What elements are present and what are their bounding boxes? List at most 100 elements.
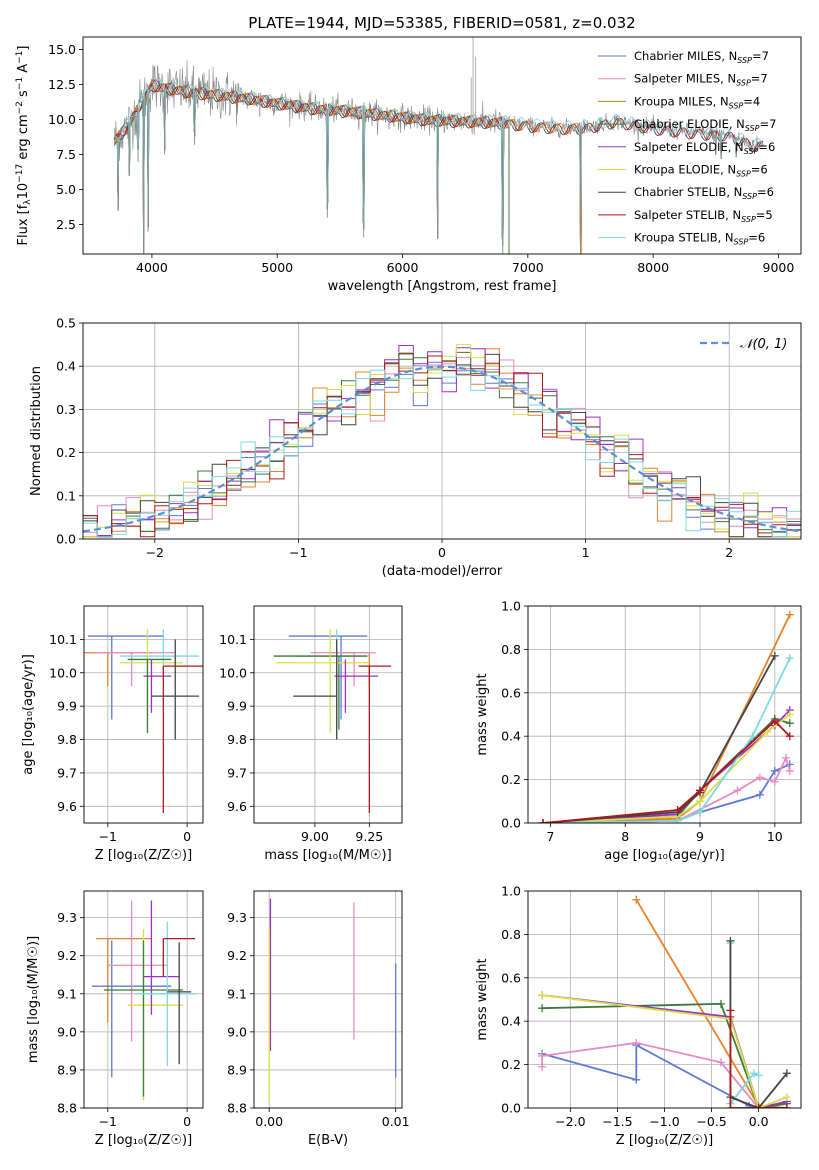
age_vs_Z-ytick-label: 10.0: [49, 665, 77, 680]
spectrum-frame: [82, 36, 802, 255]
legend-label-suffix: =6: [751, 163, 768, 177]
mass_weight_vs_age-xtick-label: 7: [546, 829, 554, 844]
EBV-ytick-label: 9.1: [227, 986, 247, 1001]
mass_weight_vs_age-marker: [785, 610, 794, 619]
mass_weight_vs_age-series-line: [542, 713, 791, 823]
age_vs_mass-ytick-label: 9.8: [227, 732, 247, 747]
spectrum-ylabel-part: −1: [15, 77, 25, 90]
age_vs_mass-xtick-label: 9.00: [301, 829, 329, 844]
spectrum-legend: Chabrier MILES, NSSP=7 Salpeter MILES, N S…: [598, 49, 776, 247]
mass_weight_vs_Z-marker: [754, 1071, 763, 1080]
legend-label: Salpeter STELIB, NSSP=5: [634, 208, 773, 224]
mass_vs_Z-xtick-label: −1: [99, 1114, 117, 1129]
mass_vs_Z-frame: [83, 890, 204, 1109]
residual-histogram-7: [83, 355, 801, 538]
spectrum-xtick-label: 8000: [637, 260, 669, 275]
spectrum-ytick-label: 7.5: [56, 147, 76, 162]
age_vs_Z-xtick-label: 0: [183, 829, 191, 844]
legend-label-suffix: =6: [758, 140, 775, 154]
legend-label-suffix: =6: [757, 185, 774, 199]
mass_weight_vs_Z-xlabel: Z [log₁₀(Z/Z☉)]: [616, 1133, 713, 1148]
mass_vs_Z-ytick-label: 8.8: [57, 1101, 77, 1116]
mass_weight_vs_Z-ytick-label: 1.0: [501, 884, 521, 899]
mass_weight_vs_age-xlabel: age [log₁₀(age/yr)]: [604, 848, 725, 863]
spectrum-xtick-label: 9000: [763, 260, 795, 275]
residuals-frame: [82, 322, 802, 540]
age_vs_Z-ytick-label: 9.8: [57, 732, 77, 747]
legend-label-main: Chabrier ELODIE, N: [634, 117, 745, 131]
mass_weight_vs_age-marker: [785, 719, 794, 728]
mass_weight_vs_age-series-line: [542, 614, 791, 823]
age_vs_Z-ylabel: age [log₁₀(age/yr)]: [21, 654, 36, 775]
mass_weight_vs_age-marker: [538, 819, 547, 823]
mass_weight_vs_age-axes: 7 8 9 10 0.0 0.2 0.4 0.6 0.8 1.0: [501, 599, 801, 844]
mass_weight_vs_age-frame: [527, 605, 802, 824]
spectrum-lines: [113, 37, 764, 254]
spectrum-ylabel-part: ]: [16, 46, 31, 51]
residuals-xtick-label: 1: [582, 545, 590, 560]
residuals-ytick-label: 0.5: [56, 316, 76, 331]
spectrum-ytick-label: 5.0: [56, 182, 76, 197]
mass_weight_vs_Z-ylabel: mass weight: [475, 958, 490, 1040]
EBV-ytick-label: 8.8: [227, 1101, 247, 1116]
EBV-ytick-label: 9.0: [227, 1024, 247, 1039]
legend-label-main: Salpeter MILES, N: [634, 72, 736, 86]
mass_weight_vs_Z-marker: [538, 991, 547, 1000]
mass_weight_vs_age-marker: [782, 753, 791, 762]
mass_weight_vs_age-ytick-label: 0.4: [501, 729, 521, 744]
mass_weight_vs_Z-ytick-label: 0.4: [501, 1014, 521, 1029]
mass_vs_Z-ylabel: mass [log₁₀(M/M☉)]: [26, 936, 41, 1063]
mass_weight_vs_Z-ytick-label: 0.2: [501, 1057, 521, 1072]
mass_weight_vs_Z-ytick-label: 0.8: [501, 927, 521, 942]
legend-label-sub: SSP: [736, 170, 751, 179]
spectrum-ylabel-part: s: [16, 90, 31, 101]
legend-label-sub: SSP: [734, 238, 749, 247]
EBV-ytick-label: 9.3: [227, 910, 247, 925]
mass_weight_vs_age-marker: [785, 766, 794, 775]
age_vs_mass-ytick-label: 9.9: [227, 699, 247, 714]
legend-label-main: Kroupa STELIB, N: [634, 231, 734, 245]
legend-label: Salpeter ELODIE, NSSP=6: [634, 140, 775, 156]
mass_weight_vs_Z-marker: [726, 1104, 735, 1108]
EBV-ytick-label: 9.2: [227, 948, 247, 963]
spectrum-xtick-label: 5000: [261, 260, 293, 275]
spectrum-model-line: [114, 78, 764, 254]
mass_weight_vs_age-ytick-label: 0.0: [501, 816, 521, 831]
residuals-xlabel: (data-model)/error: [382, 564, 503, 579]
legend-label: Chabrier MILES, NSSP=7: [634, 49, 769, 65]
EBV-points: [268, 898, 397, 1101]
age_vs_Z-ytick-label: 9.6: [57, 799, 77, 814]
mass_weight_vs_Z-marker: [726, 936, 735, 945]
spectrum-ytick-label: 12.5: [48, 77, 76, 92]
residuals-ytick-label: 0.2: [56, 445, 76, 460]
mass_weight_vs_age-marker: [785, 710, 794, 719]
residuals-xtick-label: −2: [146, 545, 164, 560]
mass_weight_vs_age-marker: [770, 777, 779, 786]
residuals-xtick-label: −1: [289, 545, 307, 560]
legend-label-main: Kroupa ELODIE, N: [634, 163, 736, 177]
EBV-xlabel: E(B-V): [308, 1133, 348, 1148]
mass_vs_Z-axes: −1 0 8.8 8.9 9.0 9.1 9.2 9.3: [57, 891, 203, 1129]
spectrum-ytick-label: 10.0: [48, 112, 76, 127]
age_vs_mass-ytick-label: 10.0: [219, 665, 247, 680]
mass_weight_vs_Z-xtick-label: −1.5: [602, 1114, 632, 1129]
mass_weight_vs_Z-marker: [632, 895, 641, 904]
mass_weight_vs_Z-ytick-label: 0.6: [501, 970, 521, 985]
mass_weight_vs_age-marker: [673, 816, 682, 823]
mass_vs_Z-xlabel: Z [log₁₀(Z/Z☉)]: [95, 1133, 192, 1148]
age_vs_Z-axes: −1 0 9.6 9.7 9.8 9.9 10.0 10.1: [49, 606, 203, 844]
mass_weight_vs_Z-marker: [782, 1093, 791, 1102]
age_vs_mass-ytick-label: 9.6: [227, 799, 247, 814]
figure-title: PLATE=1944, MJD=53385, FIBERID=0581, z=0…: [248, 14, 635, 32]
mass_vs_Z-ytick-label: 8.9: [57, 1062, 77, 1077]
age_vs_Z-xlabel: Z [log₁₀(Z/Z☉)]: [95, 848, 192, 863]
age_vs_Z-points: [84, 629, 203, 813]
legend-label: Kroupa MILES, NSSP=4: [634, 94, 760, 110]
mass_vs_Z-ytick-label: 9.0: [57, 1024, 77, 1039]
mass_weight_vs_age-marker: [763, 727, 772, 736]
mass_weight_vs_age-marker: [696, 797, 705, 806]
mass_weight_vs_age-marker: [785, 732, 794, 741]
spectrum-ylabel-part: Flux [f: [16, 204, 31, 245]
mass_vs_Z-ytick-label: 9.1: [57, 986, 77, 1001]
mass_weight_vs_age-ytick-label: 0.2: [501, 772, 521, 787]
